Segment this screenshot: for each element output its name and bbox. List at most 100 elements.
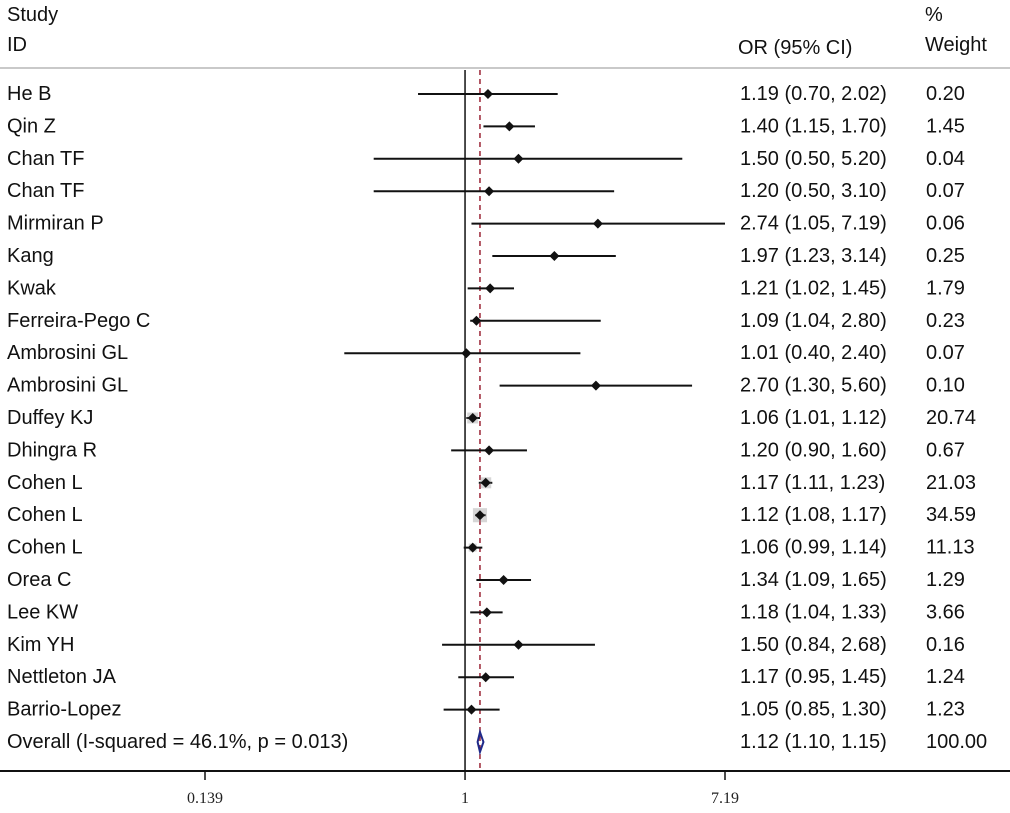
overall-diamond	[476, 728, 485, 756]
study-row: Dhingra R 1.20 (0.90, 1.60) 0.67	[7, 439, 965, 461]
header-weight: % Weight	[925, 4, 987, 57]
study-row: Duffey KJ 1.06 (1.01, 1.12) 20.74	[7, 407, 976, 429]
point-estimate	[504, 121, 515, 132]
study-label: Nettleton JA	[7, 666, 117, 688]
study-row: Ambrosini GL 2.70 (1.30, 5.60) 0.10	[7, 375, 965, 397]
or-ci-value: 1.18 (1.04, 1.33)	[740, 601, 887, 623]
weight-value: 0.07	[926, 180, 965, 202]
or-ci-value: 1.17 (1.11, 1.23)	[740, 472, 885, 494]
point-estimate	[592, 218, 603, 229]
or-ci-value: 1.20 (0.90, 1.60)	[740, 439, 887, 461]
x-tick-label: 7.19	[711, 790, 739, 807]
study-label: Cohen L	[7, 472, 83, 494]
study-header-label: Study	[7, 4, 59, 26]
or-ci-value: 1.09 (1.04, 2.80)	[740, 310, 887, 332]
study-row: Barrio-Lopez 1.05 (0.85, 1.30) 1.23	[7, 699, 965, 721]
weight-value: 0.10	[926, 375, 965, 397]
study-label: Mirmiran P	[7, 213, 104, 235]
overall-weight-value: 100.00	[926, 731, 987, 753]
or-ci-value: 1.12 (1.08, 1.17)	[740, 504, 887, 526]
or-ci-value: 1.21 (1.02, 1.45)	[740, 277, 887, 299]
or-ci-value: 1.19 (0.70, 2.02)	[740, 83, 887, 105]
or-ci-value: 1.17 (0.95, 1.45)	[740, 666, 887, 688]
study-label: Kang	[7, 245, 54, 267]
study-row: Cohen L 1.12 (1.08, 1.17) 34.59	[7, 504, 976, 526]
study-row: Ferreira-Pego C 1.09 (1.04, 2.80) 0.23	[7, 310, 965, 332]
or-ci-value: 2.70 (1.30, 5.60)	[740, 375, 887, 397]
or-ci-value: 1.20 (0.50, 3.10)	[740, 180, 887, 202]
weight-value: 0.16	[926, 634, 965, 656]
study-label: Ferreira-Pego C	[7, 310, 150, 332]
weight-value: 1.29	[926, 569, 965, 591]
study-label: Cohen L	[7, 537, 83, 559]
or-ci-value: 1.50 (0.84, 2.68)	[740, 634, 887, 656]
point-estimate	[590, 380, 601, 391]
weight-value: 0.23	[926, 310, 965, 332]
or-ci-value: 1.34 (1.09, 1.65)	[740, 569, 887, 591]
or-ci-value: 1.40 (1.15, 1.70)	[740, 115, 887, 137]
study-row: Kwak 1.21 (1.02, 1.45) 1.79	[7, 277, 965, 299]
weight-value: 0.25	[926, 245, 965, 267]
study-label: He B	[7, 83, 51, 105]
weight-value: 1.79	[926, 277, 965, 299]
point-estimate	[498, 575, 509, 585]
weight-value: 0.04	[926, 148, 965, 170]
weight-value: 20.74	[926, 407, 976, 429]
study-row: He B 1.19 (0.70, 2.02) 0.20	[7, 83, 965, 105]
point-estimate	[485, 283, 496, 294]
or-ci-value: 1.97 (1.23, 3.14)	[740, 245, 887, 267]
overall-or-ci-value: 1.12 (1.10, 1.15)	[740, 731, 887, 753]
weight-value: 0.06	[926, 213, 965, 235]
study-row: Chan TF 1.20 (0.50, 3.10) 0.07	[7, 180, 965, 202]
weight-header-label: Weight	[925, 34, 987, 56]
x-tick-label: 1	[461, 790, 469, 807]
study-label: Kim YH	[7, 634, 74, 656]
or-ci-value: 1.05 (0.85, 1.30)	[740, 699, 887, 721]
point-estimate	[481, 607, 492, 618]
weight-percent-label: %	[925, 4, 943, 26]
header-or-ci: OR (95% CI)	[738, 37, 853, 59]
overall-label: Overall (I-squared = 46.1%, p = 0.013)	[7, 731, 348, 753]
point-estimate	[513, 639, 524, 650]
point-estimate	[480, 477, 491, 488]
study-row: Cohen L 1.06 (0.99, 1.14) 11.13	[7, 537, 975, 559]
point-estimate	[466, 704, 477, 715]
x-tick-label: 0.139	[187, 790, 223, 807]
study-row: Cohen L 1.17 (1.11, 1.23) 21.03	[7, 472, 976, 494]
point-estimate	[549, 251, 560, 261]
study-label: Chan TF	[7, 148, 84, 170]
study-label: Barrio-Lopez	[7, 699, 122, 721]
weight-value: 21.03	[926, 472, 976, 494]
point-estimate	[513, 153, 524, 164]
weight-value: 11.13	[926, 537, 975, 559]
study-label: Ambrosini GL	[7, 375, 128, 397]
weight-value: 1.24	[926, 666, 965, 688]
point-estimate	[484, 445, 495, 456]
id-header-label: ID	[7, 34, 27, 56]
header-study: Study ID	[7, 4, 58, 57]
or-ci-value: 1.06 (1.01, 1.12)	[740, 407, 887, 429]
weight-value: 0.07	[926, 342, 965, 364]
weight-value: 1.45	[926, 115, 965, 137]
weight-value: 1.23	[926, 699, 965, 721]
study-label: Cohen L	[7, 504, 83, 526]
study-row: Kang 1.97 (1.23, 3.14) 0.25	[7, 245, 965, 267]
point-estimate	[474, 510, 485, 521]
overall-row: Overall (I-squared = 46.1%, p = 0.013) 1.…	[7, 728, 987, 756]
or-ci-value: 1.50 (0.50, 5.20)	[740, 148, 887, 170]
study-row: Ambrosini GL 1.01 (0.40, 2.40) 0.07	[7, 342, 965, 364]
study-label: Qin Z	[7, 115, 56, 137]
study-row: Chan TF 1.50 (0.50, 5.20) 0.04	[7, 148, 965, 170]
study-row: Mirmiran P 2.74 (1.05, 7.19) 0.06	[7, 213, 965, 235]
point-estimate	[480, 672, 491, 683]
point-estimate	[467, 542, 478, 553]
point-estimate	[467, 413, 478, 423]
study-row: Lee KW 1.18 (1.04, 1.33) 3.66	[7, 601, 965, 623]
point-estimate	[482, 89, 493, 99]
study-label: Duffey KJ	[7, 407, 93, 429]
study-label: Kwak	[7, 277, 57, 299]
or-ci-value: 1.06 (0.99, 1.14)	[740, 537, 887, 559]
study-row: Kim YH 1.50 (0.84, 2.68) 0.16	[7, 634, 965, 656]
point-estimate	[461, 348, 472, 359]
study-label: Dhingra R	[7, 439, 97, 461]
